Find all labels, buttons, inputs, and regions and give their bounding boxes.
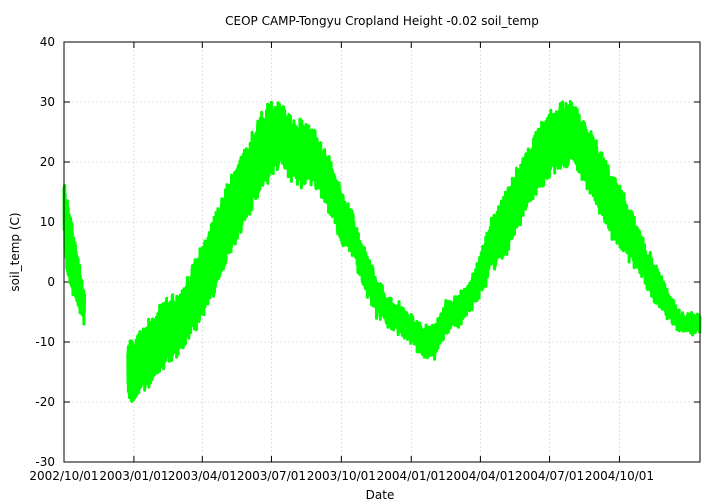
y-tick-label: -20 (35, 395, 55, 409)
y-tick-label: 30 (40, 95, 55, 109)
series-layer (62, 100, 702, 403)
x-tick-label: 2003/04/01 (168, 469, 237, 483)
soil-temp-series-segment (62, 184, 86, 326)
x-tick-label: 2004/04/01 (446, 469, 515, 483)
x-tick-label: 2002/10/01 (29, 469, 98, 483)
y-tick-label: 40 (40, 35, 55, 49)
x-tick-label: 2003/01/01 (99, 469, 168, 483)
x-tick-label: 2004/07/01 (515, 469, 584, 483)
y-axis-ticks: 40 30 20 10 0 -10 -20 -30 (35, 35, 700, 469)
x-axis-title: Date (366, 488, 395, 502)
y-tick-label: 20 (40, 155, 55, 169)
y-tick-label: 10 (40, 215, 55, 229)
y-axis-title: soil_temp (C) (8, 212, 22, 291)
chart-title: CEOP CAMP-Tongyu Cropland Height -0.02 s… (225, 14, 539, 28)
y-tick-label: 0 (47, 275, 55, 289)
x-tick-label: 2004/01/01 (377, 469, 446, 483)
soil-temp-series-segment (126, 100, 702, 403)
x-axis-ticks: 2002/10/01 2003/01/01 2003/04/01 2003/07/01… (29, 42, 654, 483)
y-tick-label: -10 (35, 335, 55, 349)
y-tick-label: -30 (35, 455, 55, 469)
plot-frame (63, 41, 701, 463)
x-tick-label: 2003/10/01 (307, 469, 376, 483)
x-tick-label: 2003/07/01 (237, 469, 306, 483)
x-tick-label: 2004/10/01 (585, 469, 654, 483)
